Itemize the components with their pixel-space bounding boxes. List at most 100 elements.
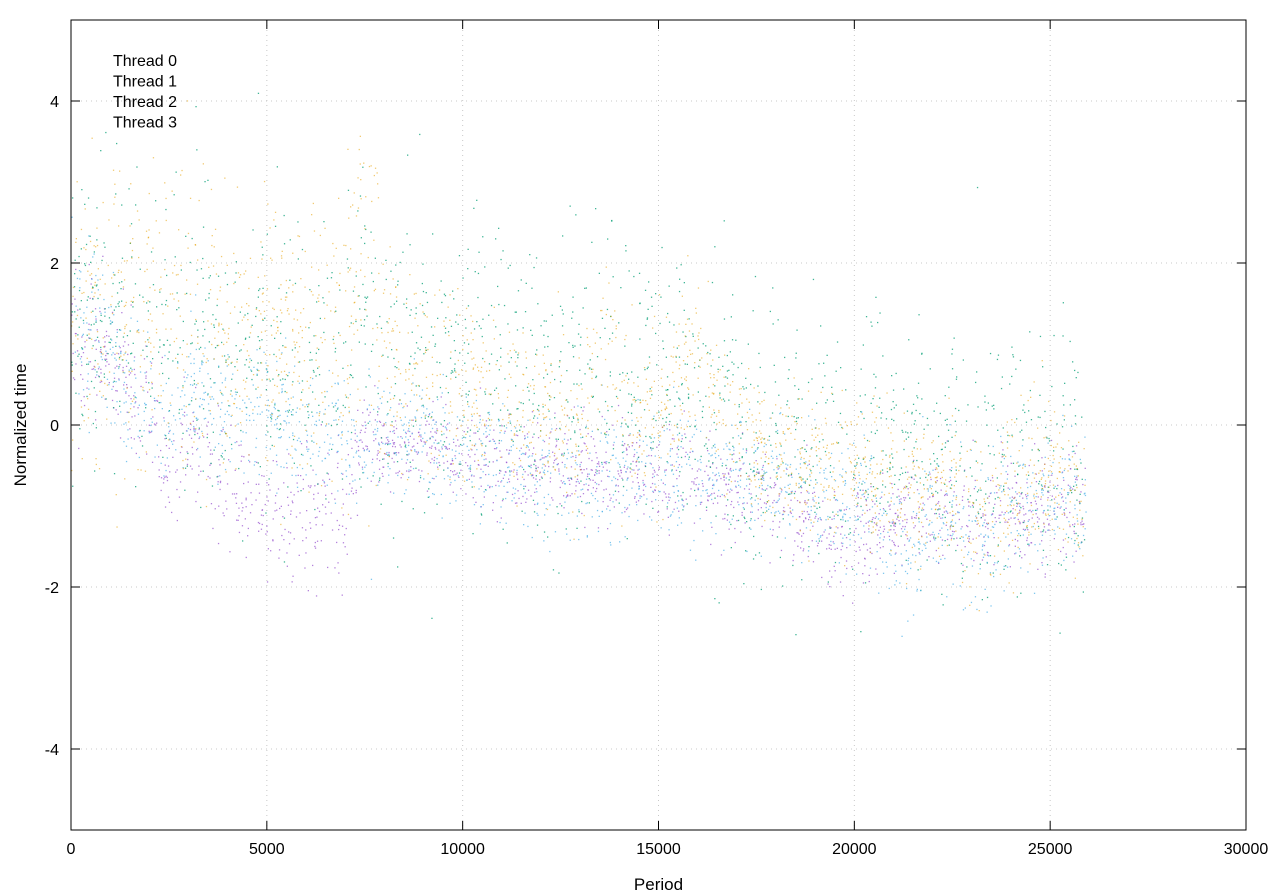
data-point <box>122 369 124 372</box>
data-point <box>1002 427 1004 429</box>
data-point <box>652 467 654 469</box>
data-point <box>721 494 723 496</box>
data-point <box>897 514 899 517</box>
data-point <box>653 415 655 417</box>
data-point <box>453 470 456 472</box>
data-point <box>686 363 688 365</box>
data-point <box>906 538 909 540</box>
data-point <box>576 478 579 480</box>
data-point <box>693 433 695 436</box>
data-point <box>390 306 392 308</box>
data-point <box>631 371 633 373</box>
data-point <box>606 508 608 510</box>
data-point <box>889 553 891 555</box>
data-point <box>445 446 447 448</box>
data-point <box>150 431 153 433</box>
data-point <box>361 441 363 443</box>
data-point <box>633 275 635 278</box>
data-point <box>509 420 511 422</box>
data-point <box>767 484 769 487</box>
data-point <box>79 308 81 310</box>
data-point <box>917 397 919 399</box>
data-point <box>637 500 640 502</box>
data-point <box>1009 504 1011 506</box>
data-point <box>1022 528 1025 530</box>
data-point <box>541 457 544 459</box>
data-point <box>990 605 992 607</box>
data-point <box>802 478 804 480</box>
data-point <box>161 356 163 359</box>
data-point <box>993 564 995 566</box>
data-point <box>283 420 285 422</box>
data-point <box>855 527 857 530</box>
data-point <box>965 420 968 422</box>
data-point <box>483 496 485 498</box>
data-point <box>433 493 435 496</box>
data-point <box>777 468 779 470</box>
data-point <box>207 179 209 181</box>
data-point <box>956 537 958 539</box>
data-point <box>255 388 257 390</box>
data-point <box>257 336 259 338</box>
data-point <box>592 494 594 497</box>
data-point <box>503 425 505 427</box>
data-point <box>1060 550 1062 553</box>
data-point <box>857 493 859 495</box>
data-point <box>451 459 453 462</box>
data-point <box>777 465 779 467</box>
data-point <box>116 336 118 338</box>
data-point <box>684 433 686 435</box>
data-point <box>814 427 817 429</box>
data-point <box>899 582 901 584</box>
data-point <box>219 464 221 466</box>
data-point <box>332 338 334 341</box>
data-point <box>100 353 103 355</box>
data-point <box>99 310 101 313</box>
data-point <box>883 525 885 527</box>
data-point <box>932 557 934 559</box>
data-point <box>245 413 248 415</box>
data-point <box>404 393 406 395</box>
data-point <box>809 516 811 518</box>
data-point <box>339 416 341 418</box>
data-point <box>726 354 728 357</box>
data-point <box>92 310 94 312</box>
data-point <box>162 456 164 458</box>
data-point <box>226 283 229 286</box>
data-point <box>532 499 535 501</box>
data-point <box>148 430 150 432</box>
data-point <box>758 472 760 474</box>
data-point <box>1009 566 1011 568</box>
data-point <box>306 404 308 406</box>
data-point <box>895 580 897 582</box>
data-point <box>1073 532 1076 535</box>
data-point <box>831 476 833 478</box>
data-point <box>516 472 518 474</box>
data-point <box>95 427 97 429</box>
data-point <box>231 395 233 397</box>
data-point <box>111 321 114 323</box>
data-point <box>927 490 929 492</box>
data-point <box>314 545 316 548</box>
data-point <box>625 447 628 449</box>
data-point <box>899 523 901 525</box>
data-point <box>287 504 290 506</box>
data-point <box>871 552 873 555</box>
data-point <box>358 341 360 343</box>
data-point <box>891 483 893 485</box>
data-point <box>655 293 657 295</box>
data-point <box>718 475 720 477</box>
data-point <box>439 362 441 364</box>
data-point <box>974 520 976 522</box>
data-point <box>669 450 671 452</box>
data-point <box>1047 486 1049 488</box>
data-point <box>511 500 513 502</box>
data-point <box>828 544 830 546</box>
data-point <box>164 438 166 440</box>
data-point <box>421 397 423 399</box>
data-point <box>1000 461 1002 463</box>
data-point <box>349 374 351 376</box>
data-point <box>742 507 745 509</box>
data-point <box>423 478 425 480</box>
data-point <box>125 365 128 367</box>
